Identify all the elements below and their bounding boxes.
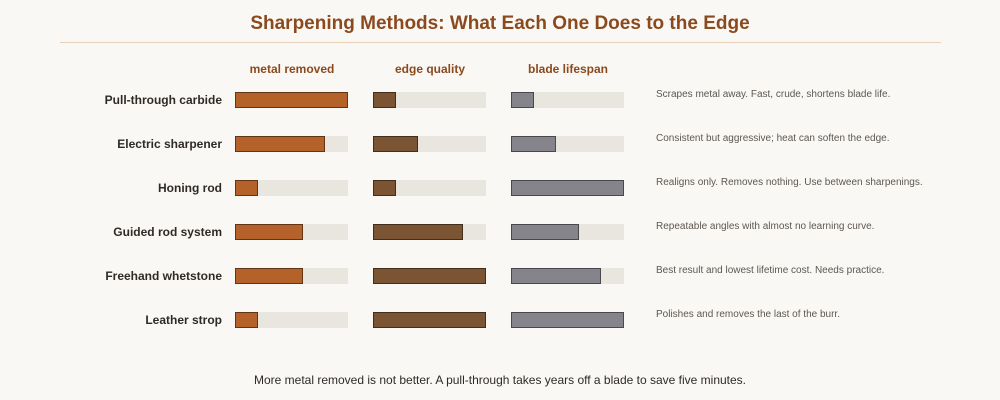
bar-track-edge-quality <box>373 136 486 152</box>
bar-metal-removed-freehand-whetstone <box>235 268 303 284</box>
bar-track-blade-lifespan <box>511 92 624 108</box>
bar-track-edge-quality <box>373 92 486 108</box>
bar-track-blade-lifespan <box>511 268 624 284</box>
bar-track-blade-lifespan <box>511 312 624 328</box>
bar-track-blade-lifespan <box>511 180 624 196</box>
bar-track-blade-lifespan <box>511 224 624 240</box>
bar-blade-lifespan-guided-rod-system <box>511 224 579 240</box>
column-header-metal-removed: metal removed <box>249 62 335 76</box>
bar-blade-lifespan-honing-rod <box>511 180 624 196</box>
row-note-electric-sharpener: Consistent but aggressive; heat can soft… <box>656 133 890 144</box>
bar-blade-lifespan-freehand-whetstone <box>511 268 601 284</box>
column-header-edge-quality: edge quality <box>394 62 465 76</box>
bar-track-metal-removed <box>235 136 348 152</box>
row-note-leather-strop: Polishes and removes the last of the bur… <box>656 309 840 320</box>
bar-blade-lifespan-electric-sharpener <box>511 136 556 152</box>
row-label-guided-rod-system: Guided rod system <box>113 225 222 239</box>
bar-metal-removed-pull-through-carbide <box>235 92 348 108</box>
row-note-freehand-whetstone: Best result and lowest lifetime cost. Ne… <box>656 265 885 276</box>
bar-blade-lifespan-leather-strop <box>511 312 624 328</box>
row-note-honing-rod: Realigns only. Removes nothing. Use betw… <box>656 177 923 188</box>
bar-edge-quality-guided-rod-system <box>373 224 463 240</box>
bar-edge-quality-pull-through-carbide <box>373 92 396 108</box>
row-note-guided-rod-system: Repeatable angles with almost no learnin… <box>656 221 875 232</box>
bar-metal-removed-electric-sharpener <box>235 136 325 152</box>
bar-track-edge-quality <box>373 268 486 284</box>
bar-edge-quality-leather-strop <box>373 312 486 328</box>
row-label-electric-sharpener: Electric sharpener <box>117 137 222 151</box>
column-header-blade-lifespan: blade lifespan <box>527 62 609 76</box>
title-divider <box>60 42 941 43</box>
bar-metal-removed-guided-rod-system <box>235 224 303 240</box>
bar-edge-quality-honing-rod <box>373 180 396 196</box>
row-label-leather-strop: Leather strop <box>145 313 222 327</box>
row-note-pull-through-carbide: Scrapes metal away. Fast, crude, shorten… <box>656 89 891 100</box>
bar-edge-quality-electric-sharpener <box>373 136 418 152</box>
bar-track-metal-removed <box>235 92 348 108</box>
bar-blade-lifespan-pull-through-carbide <box>511 92 534 108</box>
bar-track-metal-removed <box>235 224 348 240</box>
bar-track-edge-quality <box>373 312 486 328</box>
bar-metal-removed-leather-strop <box>235 312 258 328</box>
bar-track-edge-quality <box>373 180 486 196</box>
chart-footnote: More metal removed is not better. A pull… <box>253 373 747 387</box>
bar-edge-quality-freehand-whetstone <box>373 268 486 284</box>
bar-track-edge-quality <box>373 224 486 240</box>
bar-metal-removed-honing-rod <box>235 180 258 196</box>
row-label-freehand-whetstone: Freehand whetstone <box>105 269 222 283</box>
row-label-pull-through-carbide: Pull-through carbide <box>104 93 222 107</box>
bar-track-metal-removed <box>235 312 348 328</box>
bar-track-blade-lifespan <box>511 136 624 152</box>
bar-track-metal-removed <box>235 180 348 196</box>
row-label-honing-rod: Honing rod <box>158 181 222 195</box>
bar-track-metal-removed <box>235 268 348 284</box>
chart-title: Sharpening Methods: What Each One Does t… <box>250 13 750 34</box>
